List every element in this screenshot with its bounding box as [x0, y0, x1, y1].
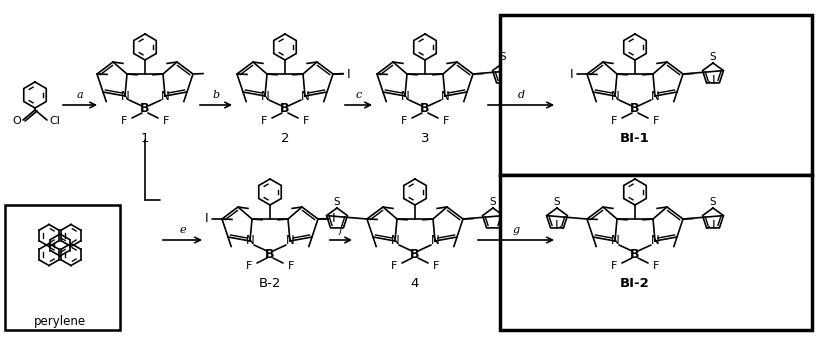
Text: F: F — [443, 116, 449, 126]
Text: S: S — [489, 197, 496, 207]
Text: c: c — [355, 90, 362, 100]
Text: F: F — [653, 116, 659, 126]
Text: e: e — [179, 225, 185, 235]
Text: B: B — [630, 103, 640, 116]
Text: F: F — [288, 261, 294, 271]
Text: N: N — [650, 90, 659, 103]
Text: N: N — [161, 90, 169, 103]
Text: f: f — [339, 225, 343, 235]
Text: B: B — [410, 247, 420, 260]
Text: I: I — [569, 68, 573, 80]
Text: B-2: B-2 — [259, 277, 281, 290]
Text: N: N — [431, 234, 440, 247]
Text: F: F — [433, 261, 440, 271]
Text: Cl: Cl — [49, 116, 60, 126]
Text: F: F — [246, 261, 252, 271]
Text: N: N — [246, 234, 254, 247]
Text: S: S — [710, 52, 717, 62]
Text: b: b — [212, 90, 220, 100]
Text: a: a — [77, 90, 83, 100]
Text: N: N — [400, 90, 409, 103]
Text: S: S — [554, 197, 560, 207]
Text: S: S — [710, 197, 717, 207]
Text: g: g — [512, 225, 520, 235]
Text: I: I — [332, 212, 336, 225]
Text: B: B — [630, 247, 640, 260]
Text: I: I — [712, 75, 715, 88]
Bar — [500, 15, 812, 175]
Text: F: F — [261, 116, 267, 126]
Text: N: N — [301, 90, 310, 103]
Text: B: B — [280, 103, 290, 116]
Text: F: F — [163, 116, 169, 126]
Text: BI-2: BI-2 — [620, 277, 650, 290]
Text: 3: 3 — [421, 132, 429, 145]
Text: B: B — [266, 247, 275, 260]
Text: F: F — [610, 261, 617, 271]
Text: 1: 1 — [141, 132, 150, 145]
Text: perylene: perylene — [34, 315, 86, 329]
Text: N: N — [261, 90, 270, 103]
Text: 4: 4 — [411, 277, 419, 290]
Text: 2: 2 — [281, 132, 289, 145]
Text: N: N — [391, 234, 400, 247]
Bar — [5, 205, 120, 330]
Text: N: N — [121, 90, 129, 103]
Text: N: N — [610, 234, 619, 247]
Text: B: B — [141, 103, 150, 116]
Text: F: F — [653, 261, 659, 271]
Text: S: S — [500, 52, 507, 62]
Text: I: I — [555, 219, 559, 232]
Text: S: S — [333, 197, 341, 207]
Text: I: I — [347, 68, 350, 80]
Text: B: B — [420, 103, 430, 116]
Text: F: F — [400, 116, 407, 126]
Text: d: d — [517, 90, 525, 100]
Text: F: F — [610, 116, 617, 126]
Text: N: N — [610, 90, 619, 103]
Text: I: I — [712, 219, 715, 232]
Text: I: I — [204, 212, 208, 225]
Text: N: N — [650, 234, 659, 247]
Text: F: F — [303, 116, 310, 126]
Bar — [500, 175, 812, 330]
Text: F: F — [391, 261, 397, 271]
Text: N: N — [286, 234, 294, 247]
Text: F: F — [121, 116, 127, 126]
Text: BI-1: BI-1 — [620, 132, 650, 145]
Text: O: O — [12, 116, 21, 126]
Text: N: N — [440, 90, 449, 103]
